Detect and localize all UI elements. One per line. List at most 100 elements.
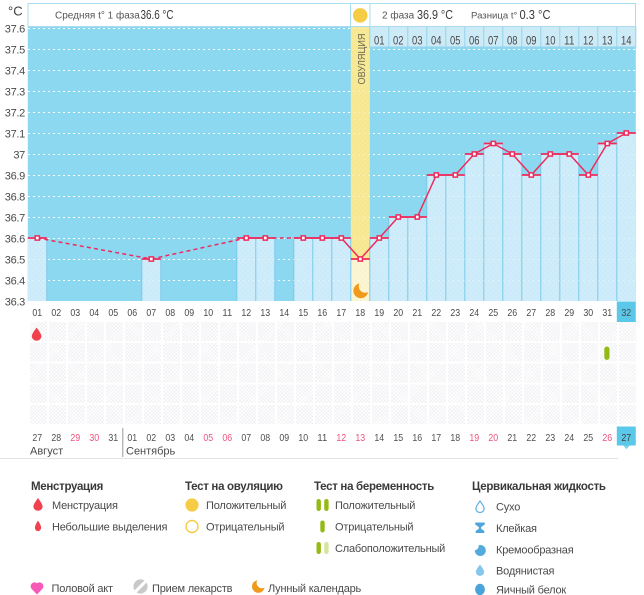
svg-text:37.4: 37.4 <box>5 66 25 78</box>
svg-text:37.1: 37.1 <box>5 129 25 141</box>
svg-text:32: 32 <box>621 307 631 319</box>
svg-text:25: 25 <box>583 432 593 444</box>
svg-text:Менструация: Менструация <box>52 500 118 512</box>
svg-text:31: 31 <box>108 432 118 444</box>
svg-text:09: 09 <box>526 34 537 48</box>
svg-text:Водянистая: Водянистая <box>496 566 555 578</box>
svg-text:0.3 °C: 0.3 °C <box>520 8 551 22</box>
svg-text:01: 01 <box>32 307 42 319</box>
svg-text:2 фаза: 2 фаза <box>382 9 415 21</box>
svg-text:10: 10 <box>203 307 213 319</box>
svg-text:02: 02 <box>51 307 61 319</box>
svg-text:02: 02 <box>393 34 404 48</box>
svg-text:07: 07 <box>146 307 156 319</box>
svg-text:37: 37 <box>13 150 25 162</box>
svg-text:11: 11 <box>222 307 232 319</box>
svg-text:03: 03 <box>412 34 423 48</box>
svg-text:Яичный белок: Яичный белок <box>496 585 566 595</box>
svg-text:37.6: 37.6 <box>5 24 25 36</box>
svg-text:36.9: 36.9 <box>5 171 25 183</box>
svg-text:14: 14 <box>621 34 632 48</box>
svg-text:36.7: 36.7 <box>5 213 25 225</box>
svg-text:36.6: 36.6 <box>5 234 25 246</box>
svg-text:26: 26 <box>507 307 517 319</box>
svg-text:36.8: 36.8 <box>5 192 25 204</box>
svg-text:03: 03 <box>70 307 80 319</box>
svg-text:20: 20 <box>488 432 498 444</box>
svg-text:06: 06 <box>127 307 137 319</box>
svg-text:10: 10 <box>545 34 556 48</box>
svg-text:17: 17 <box>336 307 346 319</box>
svg-text:Отрицательный: Отрицательный <box>335 522 413 534</box>
svg-text:30: 30 <box>89 432 99 444</box>
svg-text:37.5: 37.5 <box>5 45 25 57</box>
svg-text:10: 10 <box>298 432 308 444</box>
svg-text:37.2: 37.2 <box>5 108 25 120</box>
svg-text:06: 06 <box>469 34 480 48</box>
svg-text:03: 03 <box>165 432 175 444</box>
svg-text:01: 01 <box>127 432 137 444</box>
svg-text:17: 17 <box>431 432 441 444</box>
svg-text:01: 01 <box>374 34 385 48</box>
svg-text:22: 22 <box>526 432 536 444</box>
svg-text:14: 14 <box>374 432 384 444</box>
svg-text:13: 13 <box>355 432 365 444</box>
svg-text:20: 20 <box>393 307 403 319</box>
svg-text:Разница t°: Разница t° <box>471 10 518 21</box>
svg-text:24: 24 <box>564 432 574 444</box>
svg-text:11: 11 <box>564 34 575 48</box>
svg-text:Лунный календарь: Лунный календарь <box>268 583 362 595</box>
svg-text:29: 29 <box>70 432 80 444</box>
svg-text:28: 28 <box>545 307 555 319</box>
svg-text:09: 09 <box>184 307 194 319</box>
svg-text:27: 27 <box>621 432 631 444</box>
svg-text:27: 27 <box>526 307 536 319</box>
svg-text:36.6 °C: 36.6 °C <box>141 8 174 22</box>
svg-text:Половой акт: Половой акт <box>52 583 114 595</box>
svg-text:07: 07 <box>241 432 251 444</box>
svg-text:Небольшие выделения: Небольшие выделения <box>52 522 167 534</box>
svg-text:31: 31 <box>602 307 612 319</box>
svg-text:12: 12 <box>241 307 251 319</box>
svg-text:°C: °C <box>8 4 23 19</box>
svg-text:15: 15 <box>393 432 403 444</box>
svg-text:16: 16 <box>317 307 327 319</box>
svg-text:23: 23 <box>450 307 460 319</box>
svg-text:Отрицательный: Отрицательный <box>206 522 284 534</box>
svg-text:Положительный: Положительный <box>335 500 415 512</box>
svg-text:Тест на беременность: Тест на беременность <box>314 481 434 493</box>
svg-text:Положительный: Положительный <box>206 500 286 512</box>
svg-text:Тест на овуляцию: Тест на овуляцию <box>185 481 283 493</box>
svg-text:27: 27 <box>32 432 42 444</box>
svg-text:26: 26 <box>602 432 612 444</box>
svg-text:13: 13 <box>602 34 613 48</box>
svg-text:Менструация: Менструация <box>31 481 103 493</box>
svg-text:25: 25 <box>488 307 498 319</box>
svg-text:04: 04 <box>184 432 194 444</box>
svg-text:22: 22 <box>431 307 441 319</box>
svg-text:ОВУЛЯЦИЯ: ОВУЛЯЦИЯ <box>357 34 368 85</box>
svg-text:02: 02 <box>146 432 156 444</box>
svg-text:05: 05 <box>203 432 213 444</box>
svg-text:09: 09 <box>279 432 289 444</box>
svg-text:13: 13 <box>260 307 270 319</box>
svg-text:08: 08 <box>260 432 270 444</box>
svg-text:Август: Август <box>30 446 63 458</box>
svg-text:Сентябрь: Сентябрь <box>126 446 176 458</box>
svg-text:05: 05 <box>450 34 461 48</box>
svg-text:18: 18 <box>450 432 460 444</box>
svg-text:19: 19 <box>469 432 479 444</box>
svg-text:29: 29 <box>564 307 574 319</box>
svg-text:37.3: 37.3 <box>5 87 25 99</box>
svg-text:21: 21 <box>412 307 422 319</box>
svg-text:21: 21 <box>507 432 517 444</box>
svg-text:Прием лекарств: Прием лекарств <box>152 583 233 595</box>
svg-text:07: 07 <box>488 34 499 48</box>
svg-text:36.4: 36.4 <box>5 276 25 288</box>
svg-text:08: 08 <box>165 307 175 319</box>
svg-text:05: 05 <box>108 307 118 319</box>
svg-text:23: 23 <box>545 432 555 444</box>
svg-text:24: 24 <box>469 307 479 319</box>
svg-text:Сухо: Сухо <box>496 502 520 514</box>
svg-text:06: 06 <box>222 432 232 444</box>
